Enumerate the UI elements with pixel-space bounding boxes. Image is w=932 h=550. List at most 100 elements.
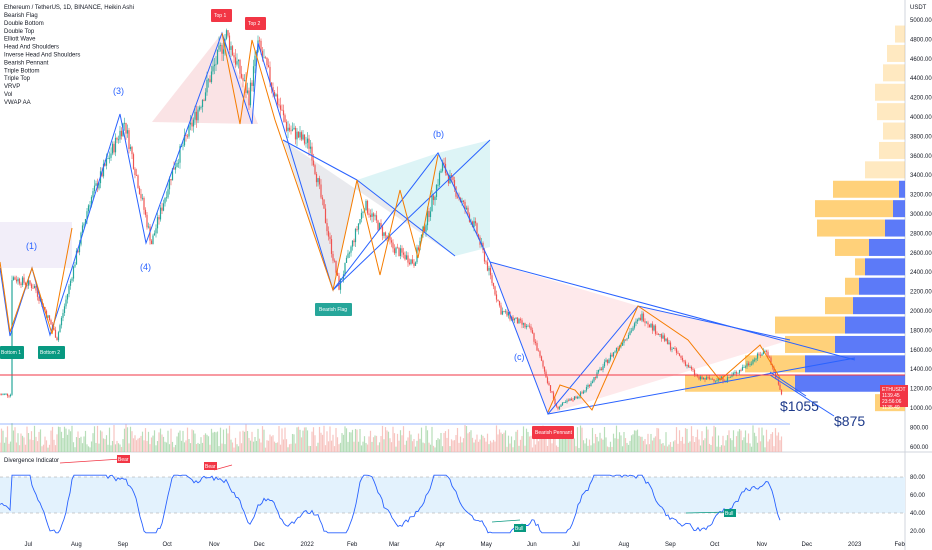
volume-bar (596, 436, 598, 452)
volume-bar (260, 442, 262, 452)
vp-up (845, 277, 859, 295)
indicator-8[interactable]: Triple Top (4, 76, 31, 82)
volume-bar (183, 442, 186, 452)
indicator-10[interactable]: Vol (4, 92, 12, 98)
volume-bar (531, 447, 534, 452)
volume-bar (393, 433, 396, 452)
candle-body (54, 329, 57, 338)
volume-bar (339, 442, 342, 452)
volume-bar (519, 439, 522, 452)
volume-bar (744, 430, 747, 452)
candle-body (366, 200, 369, 214)
indicator-3[interactable]: Elliott Wave (4, 37, 36, 43)
candle-body (534, 341, 537, 344)
volume-bar (407, 437, 409, 452)
candle-body (360, 212, 363, 220)
vp-down (805, 355, 905, 373)
volume-bar (276, 442, 279, 452)
target-1055: $1055 (780, 398, 819, 414)
indicator-7[interactable]: Triple Bottom (4, 68, 39, 74)
candle-body (198, 107, 201, 110)
price-tick: 2000.00 (910, 309, 932, 315)
candle-body (740, 370, 742, 371)
bottom2-tag (38, 346, 65, 359)
indicator-2[interactable]: Double Top (4, 29, 35, 35)
volume-bar (335, 428, 337, 452)
candle-body (168, 179, 171, 190)
indicator-list[interactable]: Bearish Flag Double Bottom Double Top Ellio… (4, 13, 80, 106)
volume-bar (315, 446, 318, 452)
volume-bar (350, 432, 352, 452)
volume-bar (546, 445, 549, 452)
volume-bar (704, 438, 706, 452)
volume-bar (129, 426, 132, 452)
candle-body (231, 46, 234, 56)
candle-body (428, 210, 430, 218)
vp-down (899, 180, 905, 198)
volume-bar (170, 428, 172, 452)
candle-body (410, 259, 412, 265)
candle-body (527, 325, 529, 327)
indicator-9[interactable]: VRVP (4, 84, 20, 90)
volume-bar (527, 431, 529, 452)
candle-body (18, 278, 21, 284)
volume-bar (738, 429, 741, 452)
candle-body (485, 261, 487, 263)
volume-bar (641, 436, 643, 452)
volume-bar (35, 436, 37, 452)
indicator-4[interactable]: Head And Shoulders (4, 45, 59, 51)
indicator-6[interactable]: Bearish Pennant (4, 60, 49, 66)
candle-body (9, 394, 12, 397)
bear-label-2: Bear (205, 464, 216, 470)
candle-body (566, 400, 568, 403)
indicator-1[interactable]: Double Bottom (4, 21, 44, 27)
candle-body (390, 240, 393, 243)
volume-bar (180, 440, 183, 452)
candle-body (705, 377, 708, 380)
indicator-11[interactable]: VWAP AA (4, 100, 31, 106)
candle-body (660, 334, 663, 339)
volume-bar (597, 441, 600, 452)
volume-bar (684, 428, 687, 452)
volume-bar (188, 439, 190, 452)
price-tick: 2600.00 (910, 251, 932, 257)
volume-bar (96, 425, 99, 452)
candle-body (686, 364, 688, 366)
volume-bar (575, 446, 577, 452)
candle-body (687, 364, 690, 368)
candle-body (300, 132, 303, 140)
volume-bar (501, 434, 504, 452)
candle-body (375, 215, 378, 221)
volume-bar (753, 432, 756, 452)
price-tick: 3200.00 (910, 193, 932, 199)
candle-body (161, 207, 163, 211)
volume-bar (701, 431, 703, 452)
candle-body (602, 366, 604, 370)
candle-body (201, 99, 204, 107)
volume-bar (360, 445, 363, 452)
candle-body (497, 299, 499, 301)
volume-bar (270, 436, 273, 452)
volume-bar (477, 441, 480, 452)
candle-body (633, 323, 636, 328)
candle-body (713, 379, 715, 382)
candle-body (134, 168, 136, 175)
vp-up (745, 355, 805, 373)
candle-body (324, 208, 327, 224)
volume-bar (408, 430, 411, 452)
volume-bar (494, 441, 496, 452)
volume-bar (485, 441, 487, 452)
candle-body (179, 146, 181, 163)
vp-up (883, 64, 905, 82)
volume-bar (284, 427, 286, 452)
volume-bar (93, 426, 96, 452)
top1-tag (211, 9, 232, 22)
candle-body (629, 331, 631, 335)
volume-bar (576, 427, 579, 452)
candle-body (599, 368, 601, 370)
indicator-0[interactable]: Bearish Flag (4, 13, 38, 19)
indicator-5[interactable]: Inverse Head And Shoulders (4, 53, 80, 59)
volume-bar (63, 426, 66, 452)
candle-body (620, 345, 622, 347)
